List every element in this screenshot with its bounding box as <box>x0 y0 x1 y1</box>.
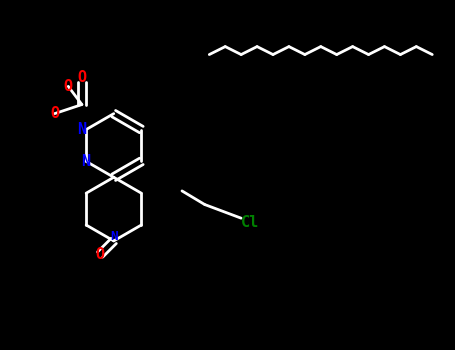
Text: O: O <box>77 70 86 85</box>
Text: O: O <box>96 247 105 262</box>
Text: O: O <box>64 79 73 94</box>
Text: O: O <box>50 106 59 121</box>
Text: N: N <box>77 122 86 137</box>
Text: N: N <box>110 230 117 243</box>
Text: N: N <box>81 154 91 169</box>
Text: Cl: Cl <box>241 215 259 230</box>
